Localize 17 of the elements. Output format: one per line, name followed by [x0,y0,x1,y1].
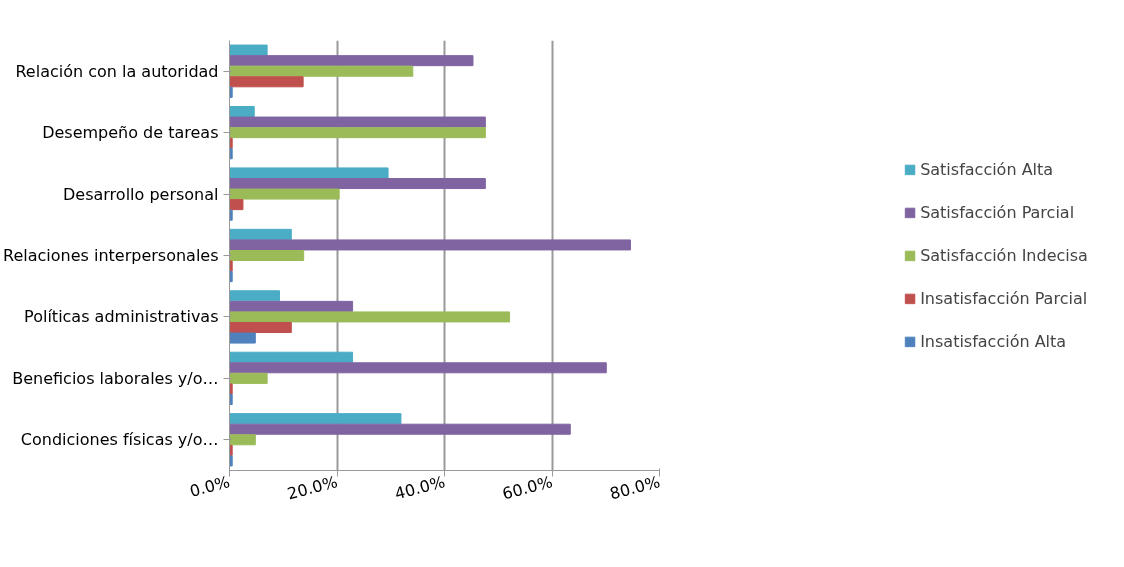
y-tick-label: Beneficios laborales y/o… [12,368,219,388]
y-tick-label: Condiciones físicas y/o… [20,430,219,450]
x-tick-label: 60.0% [500,472,555,504]
x-tick-label: 20.0% [285,472,340,504]
legend-label: Satisfacción Indecisa [920,245,1088,265]
x-tick-label: 40.0% [392,472,447,504]
legend-label: Insatisfacción Alta [920,331,1067,351]
y-tick-label: Políticas administrativas [24,307,219,327]
y-tick-label: Desarrollo personal [63,184,219,204]
y-tick-label: Relación con la autoridad [15,61,219,81]
legend-label: Insatisfacción Parcial [920,288,1088,308]
y-tick-label: Relaciones interpersonales [3,246,219,265]
legend-label: Satisfacción Parcial [920,202,1075,222]
x-tick-label: 0.0% [187,472,232,501]
y-tick-label: Desempeño de tareas [42,123,219,143]
legend-label: Satisfacción Alta [920,159,1054,179]
x-tick-label: 80.0% [607,472,662,504]
